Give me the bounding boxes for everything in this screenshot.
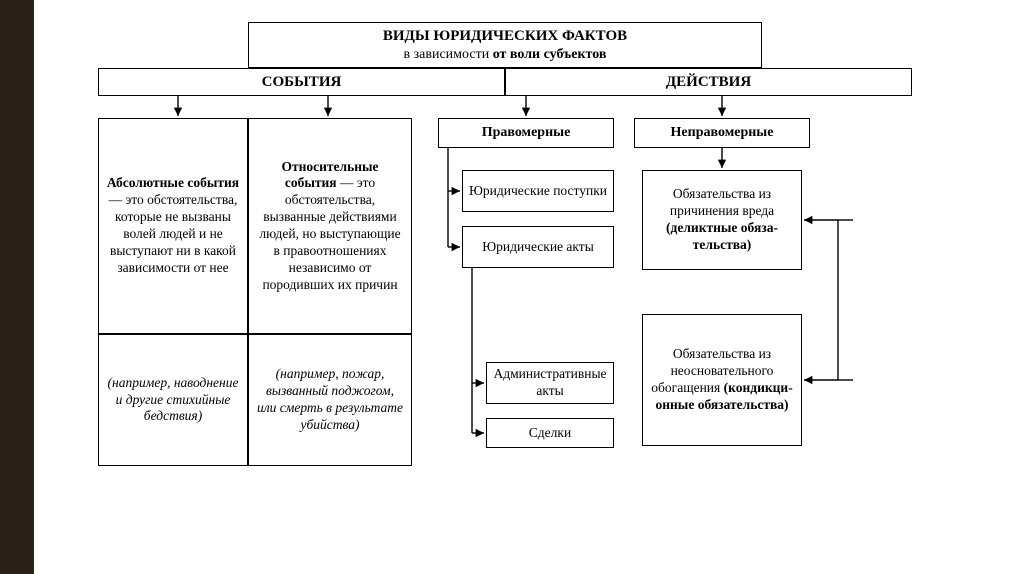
title-sub: в зависимости от воли субъектов (404, 46, 607, 64)
admin-acts-box: Администра­тивные акты (486, 362, 614, 404)
legal-acts-box: Юридические акты (462, 226, 614, 268)
tort-box: Обязательства из причинения вреда (делик… (642, 170, 802, 270)
title-main: ВИДЫ ЮРИДИЧЕСКИХ ФАКТОВ (383, 27, 627, 46)
legal-deeds-box: Юридические поступки (462, 170, 614, 212)
title-box: ВИДЫ ЮРИДИЧЕСКИХ ФАКТОВ в зависимости от… (248, 22, 762, 68)
lawful-header: Правомерные (438, 118, 614, 148)
legal-facts-diagram: ВИДЫ ЮРИДИЧЕСКИХ ФАКТОВ в зависимости от… (98, 22, 922, 532)
deals-box: Сделки (486, 418, 614, 448)
relative-events-example: (например, пожар, вызван­ный поджогом, и… (248, 334, 412, 466)
unlawful-header: Неправомерные (634, 118, 810, 148)
enrichment-box: Обязательства из неосно­вательного обога… (642, 314, 802, 446)
absolute-events-box: Абсолютные события — это обстоятель­ства… (98, 118, 248, 334)
absolute-events-text: Абсолютные события — это обстоятель­ства… (105, 175, 241, 276)
tort-text: Обязательства из причинения вреда (делик… (649, 186, 795, 254)
absolute-events-example: (например, наводнение и другие стихий­ны… (98, 334, 248, 466)
dark-sidebar (0, 0, 34, 574)
relative-events-text: Относительные события — это обстоятельст… (255, 159, 405, 294)
relative-events-box: Относительные события — это обстоятельст… (248, 118, 412, 334)
enrichment-text: Обязательства из неосно­вательного обога… (649, 346, 795, 414)
events-header: СОБЫТИЯ (98, 68, 505, 96)
actions-header: ДЕЙСТВИЯ (505, 68, 912, 96)
